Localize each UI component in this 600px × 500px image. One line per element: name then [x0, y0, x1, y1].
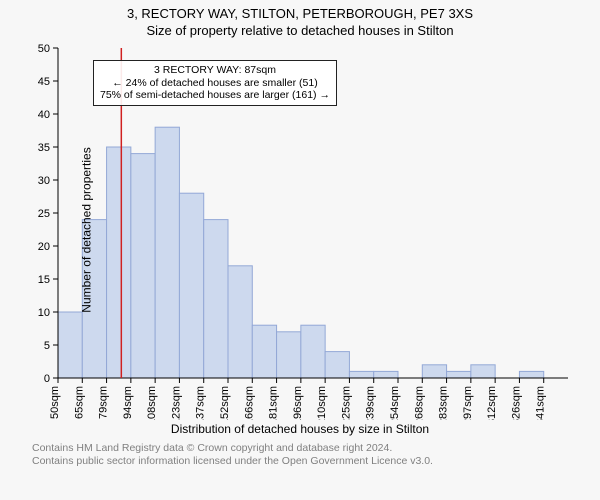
x-tick-label: 108sqm: [146, 386, 158, 420]
annotation-line2: ← 24% of detached houses are smaller (51…: [100, 77, 330, 90]
x-tick-label: 283sqm: [438, 386, 450, 420]
chart-container: Number of detached properties 0 5 10 15 20 25…: [0, 40, 600, 420]
x-tick-label: 152sqm: [219, 386, 231, 420]
y-tick-label: 40: [38, 109, 50, 121]
x-tick-label: 196sqm: [292, 386, 304, 420]
x-tick-label: 312sqm: [486, 386, 498, 420]
x-tick-label: 79sqm: [98, 386, 110, 419]
x-tick-label: 268sqm: [413, 386, 425, 420]
x-tick-label: 181sqm: [268, 386, 280, 420]
histogram-bar: [349, 371, 373, 378]
x-tick-label: 239sqm: [365, 386, 377, 420]
x-tick-label: 123sqm: [170, 386, 182, 420]
histogram-bar: [422, 365, 446, 378]
x-tick-label: 225sqm: [340, 386, 352, 420]
histogram-bar: [204, 220, 228, 378]
histogram-bar: [301, 325, 325, 378]
x-tick-label: 137sqm: [195, 386, 207, 420]
y-tick-label: 50: [38, 43, 50, 55]
histogram-bar: [155, 127, 179, 378]
histogram-bar: [179, 193, 203, 378]
histogram-bar: [374, 371, 398, 378]
histogram-bar: [471, 365, 495, 378]
annotation-box: 3 RECTORY WAY: 87sqm ← 24% of detached h…: [93, 60, 337, 106]
y-axis-title: Number of detached properties: [80, 147, 94, 312]
x-tick-label: 210sqm: [316, 386, 328, 420]
x-tick-label: 341sqm: [535, 386, 547, 420]
footer: Contains HM Land Registry data © Crown c…: [0, 436, 600, 468]
y-tick-label: 15: [38, 274, 50, 286]
y-tick-label: 5: [44, 340, 50, 352]
y-tick-label: 10: [38, 307, 50, 319]
y-tick-label: 25: [38, 208, 50, 220]
annotation-line3: 75% of semi-detached houses are larger (…: [100, 89, 330, 102]
y-tick-label: 45: [38, 76, 50, 88]
x-tick-label: 166sqm: [243, 386, 255, 420]
x-tick-label: 50sqm: [49, 386, 61, 419]
x-tick-label: 326sqm: [510, 386, 522, 420]
histogram-bar: [228, 266, 252, 378]
histogram-bar: [519, 371, 543, 378]
histogram-bar: [131, 154, 155, 378]
histogram-bar: [58, 312, 82, 378]
page-title-line1: 3, RECTORY WAY, STILTON, PETERBOROUGH, P…: [0, 0, 600, 21]
x-axis-title: Distribution of detached houses by size …: [0, 420, 600, 436]
y-tick-label: 20: [38, 241, 50, 253]
x-tick-label: 254sqm: [389, 386, 401, 420]
histogram-bar: [252, 325, 276, 378]
footer-line2: Contains public sector information licen…: [32, 455, 590, 468]
histogram-bar: [277, 332, 301, 378]
x-tick-label: 94sqm: [122, 386, 134, 419]
annotation-line1: 3 RECTORY WAY: 87sqm: [100, 64, 330, 77]
histogram-bar: [325, 352, 349, 378]
histogram-bar: [107, 147, 131, 378]
y-tick-label: 30: [38, 175, 50, 187]
x-tick-label: 297sqm: [462, 386, 474, 420]
page-title-line2: Size of property relative to detached ho…: [0, 21, 600, 40]
histogram-bar: [447, 371, 471, 378]
y-tick-label: 35: [38, 142, 50, 154]
x-tick-label: 65sqm: [73, 386, 85, 419]
y-tick-label: 0: [44, 373, 50, 385]
footer-line1: Contains HM Land Registry data © Crown c…: [32, 442, 590, 455]
